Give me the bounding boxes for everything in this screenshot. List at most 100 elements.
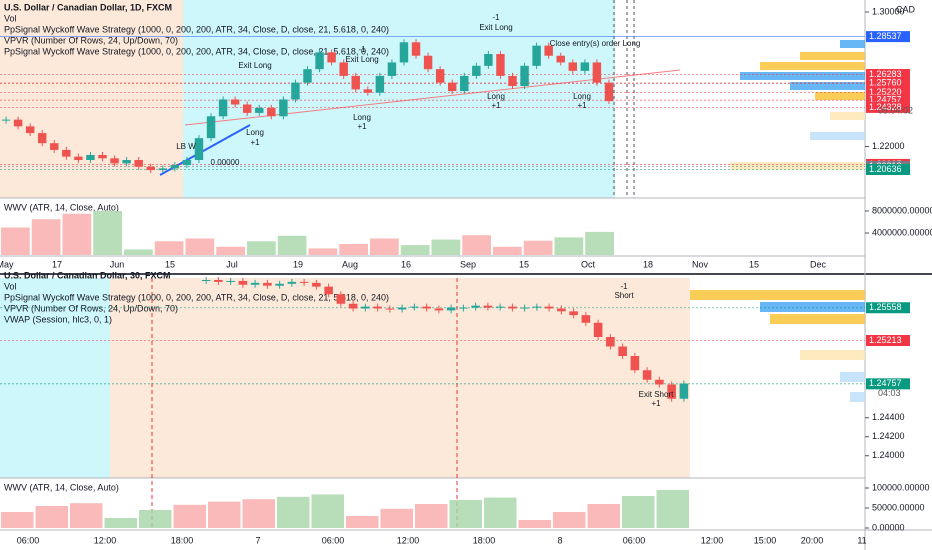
candle xyxy=(532,45,541,66)
legend-line: PpSignal Wyckoff Wave Strategy (1000, 0,… xyxy=(4,24,389,34)
candle xyxy=(255,107,264,113)
annotation: +1 xyxy=(357,122,367,131)
candle xyxy=(399,42,409,63)
candle xyxy=(544,45,553,56)
candle xyxy=(74,156,83,160)
osc-bar xyxy=(35,506,68,528)
osc-bar xyxy=(1,227,30,255)
osc-bar xyxy=(93,211,122,255)
candle xyxy=(363,89,373,93)
candle xyxy=(267,107,276,117)
osc-tick-label: 4000000.000000 xyxy=(872,227,932,237)
x-tick-label: 15:00 xyxy=(754,535,777,545)
legend-line: VWAP (Session, hlc3, 0, 1) xyxy=(4,314,112,324)
price-tag-label: 1.20636 xyxy=(869,164,902,174)
candle xyxy=(593,322,603,337)
x-tick-label: Oct xyxy=(581,259,596,269)
candle xyxy=(373,306,382,309)
candle xyxy=(312,282,321,287)
osc-bar xyxy=(523,240,553,255)
candle xyxy=(263,282,272,286)
candle xyxy=(471,305,480,308)
annotation: +1 xyxy=(491,101,501,110)
candle xyxy=(520,307,529,309)
candle xyxy=(86,154,95,160)
candle xyxy=(62,149,71,157)
candle xyxy=(98,154,107,159)
price-tag-label: 1.24328 xyxy=(869,102,902,112)
candle xyxy=(375,75,385,93)
x-tick-label: 19 xyxy=(293,259,303,269)
x-tick-label: Jun xyxy=(110,259,125,269)
candle xyxy=(569,311,578,316)
x-tick-label: 15 xyxy=(519,259,529,269)
price-tag xyxy=(866,378,910,390)
osc-bar xyxy=(431,239,461,255)
candle xyxy=(214,280,223,282)
candle xyxy=(568,62,578,71)
x-tick-label: 18:00 xyxy=(473,535,496,545)
osc-bar xyxy=(484,497,517,528)
candle xyxy=(580,62,590,71)
annotation: +1 xyxy=(250,138,260,147)
osc-bar xyxy=(587,504,620,528)
candle xyxy=(642,370,652,380)
price-tag-label: 1.26283 xyxy=(869,69,902,79)
candle xyxy=(230,99,240,105)
legend-line: U.S. Dollar / Canadian Dollar, 30, FXCM xyxy=(4,270,171,280)
osc-tick-label: 50000.00000 xyxy=(872,502,925,512)
candle xyxy=(242,104,252,113)
candle xyxy=(122,160,131,164)
legend-line: PpSignal Wyckoff Wave Strategy (1000, 0,… xyxy=(4,292,389,302)
candle xyxy=(170,165,180,169)
x-tick-label: 17 xyxy=(52,259,62,269)
candle xyxy=(250,282,260,285)
osc-bar xyxy=(104,518,137,528)
candle xyxy=(679,383,689,399)
price-tag-label: 1.25213 xyxy=(869,335,902,345)
candle xyxy=(351,75,360,90)
candle xyxy=(50,143,59,150)
legend-line: Vol xyxy=(4,281,17,291)
candle xyxy=(592,62,602,83)
osc-bar xyxy=(462,235,491,255)
annotation: -1 xyxy=(620,282,628,291)
price-tag-label: 1.24757 xyxy=(869,95,902,105)
candle xyxy=(435,69,445,83)
zone-bg xyxy=(183,0,615,198)
candle xyxy=(618,346,627,356)
osc-bar xyxy=(31,219,61,255)
osc-bar xyxy=(247,241,276,255)
candle xyxy=(410,306,419,308)
candle xyxy=(484,54,493,66)
annotation: 0.00000 xyxy=(211,158,240,167)
candle xyxy=(581,315,591,323)
price-tag-label: 1.24757 xyxy=(869,378,902,388)
price-tag xyxy=(866,101,910,113)
candle xyxy=(447,82,457,92)
price-tag-label: 1.25220 xyxy=(869,87,902,97)
x-tick-label: 06:00 xyxy=(17,535,40,545)
countdown: 05:04:02 xyxy=(878,106,913,116)
osc-bar xyxy=(242,499,275,528)
x-tick-label: 15 xyxy=(165,259,175,269)
osc-bar xyxy=(208,501,241,528)
x-tick-label: 16 xyxy=(401,259,411,269)
y-tick-label: 1.24200 xyxy=(872,431,905,441)
candle xyxy=(226,280,235,282)
legend-line: Vol xyxy=(4,13,17,23)
candle xyxy=(472,65,481,76)
osc-tick-label: 100000.00000 xyxy=(872,482,930,492)
x-tick-label: Sep xyxy=(460,259,476,269)
candle xyxy=(303,69,312,83)
x-tick-label: 06:00 xyxy=(623,535,646,545)
annotation: Short xyxy=(614,291,634,300)
legend-line: U.S. Dollar / Canadian Dollar, 1D, FXCM xyxy=(4,2,172,12)
x-tick-label: 18:00 xyxy=(171,535,194,545)
candle xyxy=(387,62,397,76)
candle xyxy=(423,55,433,70)
candle xyxy=(434,308,444,311)
x-tick-label: 8 xyxy=(557,535,562,545)
candle xyxy=(110,158,119,164)
osc-bar xyxy=(70,503,103,528)
